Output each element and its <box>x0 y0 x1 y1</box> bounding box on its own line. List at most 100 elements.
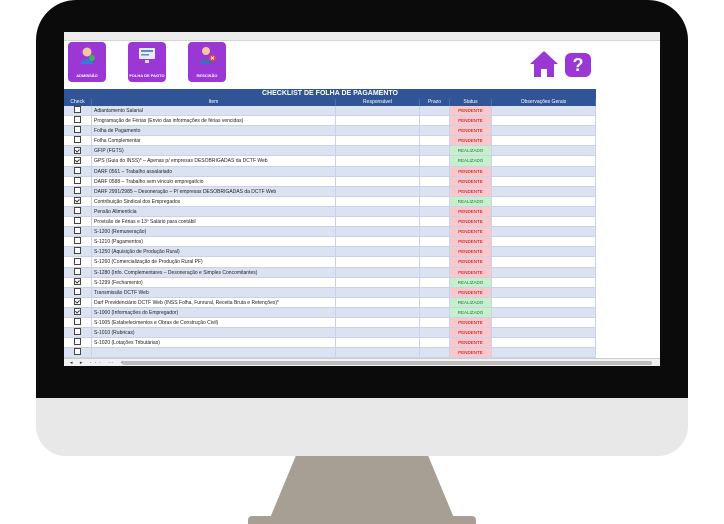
item-cell[interactable]: DARF 0561 – Trabalho assalariado <box>92 166 336 176</box>
item-cell[interactable]: GPS (Guia do INSS)* – Apenas p/ empresas… <box>92 156 336 166</box>
item-cell[interactable] <box>92 348 336 358</box>
notes-cell[interactable] <box>492 348 596 358</box>
notes-cell[interactable] <box>492 257 596 267</box>
item-cell[interactable]: S-1280 (Info. Complementares – Desoneraç… <box>92 267 336 277</box>
status-cell[interactable]: REALIZADO <box>450 307 492 317</box>
item-cell[interactable]: S-1020 (Lotações Tributárias) <box>92 338 336 348</box>
item-cell[interactable]: Folha Complementar <box>92 136 336 146</box>
notes-cell[interactable] <box>492 206 596 217</box>
row-checkbox[interactable] <box>74 106 81 114</box>
notes-cell[interactable] <box>492 247 596 257</box>
responsible-cell[interactable] <box>336 257 420 267</box>
deadline-cell[interactable] <box>420 186 450 196</box>
deadline-cell[interactable] <box>420 156 450 166</box>
row-checkbox[interactable] <box>74 338 81 346</box>
deadline-cell[interactable] <box>420 196 450 206</box>
notes-cell[interactable] <box>492 116 596 126</box>
responsible-cell[interactable] <box>336 277 420 287</box>
status-cell[interactable]: REALIZADO <box>450 146 492 156</box>
status-cell[interactable]: PENDENTE <box>450 217 492 227</box>
responsible-cell[interactable] <box>336 146 420 156</box>
item-cell[interactable]: S-1210 (Pagamentos) <box>92 237 336 247</box>
responsible-cell[interactable] <box>336 156 420 166</box>
responsible-cell[interactable] <box>336 338 420 348</box>
item-cell[interactable]: DARF 2991/2985 – Desoneração – P/ empres… <box>92 186 336 196</box>
deadline-cell[interactable] <box>420 146 450 156</box>
row-checkbox[interactable] <box>74 247 81 255</box>
deadline-cell[interactable] <box>420 237 450 247</box>
status-cell[interactable]: PENDENTE <box>450 227 492 237</box>
status-cell[interactable]: REALIZADO <box>450 196 492 206</box>
responsible-cell[interactable] <box>336 287 420 297</box>
status-cell[interactable]: PENDENTE <box>450 338 492 348</box>
notes-cell[interactable] <box>492 146 596 156</box>
row-checkbox[interactable] <box>74 277 81 285</box>
notes-cell[interactable] <box>492 196 596 206</box>
status-cell[interactable]: REALIZADO <box>450 297 492 307</box>
row-checkbox[interactable] <box>74 287 81 295</box>
status-cell[interactable]: PENDENTE <box>450 186 492 196</box>
status-cell[interactable]: PENDENTE <box>450 237 492 247</box>
row-checkbox[interactable] <box>74 237 81 245</box>
deadline-cell[interactable] <box>420 166 450 176</box>
status-cell[interactable]: REALIZADO <box>450 156 492 166</box>
item-cell[interactable]: S-1000 (Informações do Empregador) <box>92 307 336 317</box>
responsible-cell[interactable] <box>336 297 420 307</box>
notes-cell[interactable] <box>492 106 596 116</box>
deadline-cell[interactable] <box>420 227 450 237</box>
row-checkbox[interactable] <box>74 267 81 275</box>
row-checkbox[interactable] <box>74 136 81 144</box>
item-cell[interactable]: Darf Previdenciário DCTF Web (INSS Folha… <box>92 297 336 307</box>
item-cell[interactable]: DARF 0588 – Trabalho sem vínculo emprega… <box>92 176 336 186</box>
row-checkbox[interactable] <box>74 197 81 205</box>
item-cell[interactable]: Pensão Alimentícia <box>92 206 336 217</box>
responsible-cell[interactable] <box>336 176 420 186</box>
notes-cell[interactable] <box>492 328 596 338</box>
responsible-cell[interactable] <box>336 247 420 257</box>
item-cell[interactable]: GFIP (FGTS) <box>92 146 336 156</box>
notes-cell[interactable] <box>492 156 596 166</box>
deadline-cell[interactable] <box>420 257 450 267</box>
notes-cell[interactable] <box>492 186 596 196</box>
notes-cell[interactable] <box>492 297 596 307</box>
notes-cell[interactable] <box>492 237 596 247</box>
row-checkbox[interactable] <box>74 116 81 124</box>
row-checkbox[interactable] <box>74 176 81 184</box>
status-cell[interactable]: PENDENTE <box>450 126 492 136</box>
notes-cell[interactable] <box>492 317 596 328</box>
responsible-cell[interactable] <box>336 217 420 227</box>
deadline-cell[interactable] <box>420 307 450 317</box>
notes-cell[interactable] <box>492 166 596 176</box>
horizontal-scrollbar[interactable] <box>122 361 652 365</box>
responsible-cell[interactable] <box>336 136 420 146</box>
status-cell[interactable]: PENDENTE <box>450 176 492 186</box>
responsible-cell[interactable] <box>336 166 420 176</box>
item-cell[interactable]: S-1010 (Rubricas) <box>92 328 336 338</box>
notes-cell[interactable] <box>492 277 596 287</box>
item-cell[interactable]: Folha de Pagamento <box>92 126 336 136</box>
row-checkbox[interactable] <box>74 297 81 305</box>
status-cell[interactable]: PENDENTE <box>450 206 492 217</box>
deadline-cell[interactable] <box>420 116 450 126</box>
notes-cell[interactable] <box>492 307 596 317</box>
item-cell[interactable]: S-1200 (Remuneração) <box>92 227 336 237</box>
deadline-cell[interactable] <box>420 267 450 277</box>
responsible-cell[interactable] <box>336 116 420 126</box>
responsible-cell[interactable] <box>336 196 420 206</box>
item-cell[interactable]: Contribuição Sindical dos Empregados <box>92 196 336 206</box>
notes-cell[interactable] <box>492 176 596 186</box>
termination-button[interactable]: RESCISÃO <box>188 42 226 82</box>
deadline-cell[interactable] <box>420 277 450 287</box>
item-cell[interactable]: S-1260 (Comercialização de Produção Rura… <box>92 257 336 267</box>
responsible-cell[interactable] <box>336 106 420 116</box>
status-cell[interactable]: REALIZADO <box>450 277 492 287</box>
deadline-cell[interactable] <box>420 247 450 257</box>
payroll-button[interactable]: FOLHA DE PAGTO <box>128 42 166 82</box>
row-checkbox[interactable] <box>74 227 81 235</box>
item-cell[interactable]: S-1250 (Aquisição de Produção Rural) <box>92 247 336 257</box>
deadline-cell[interactable] <box>420 317 450 328</box>
item-cell[interactable]: Adiantamento Salarial <box>92 106 336 116</box>
notes-cell[interactable] <box>492 267 596 277</box>
row-checkbox[interactable] <box>74 186 81 194</box>
deadline-cell[interactable] <box>420 338 450 348</box>
